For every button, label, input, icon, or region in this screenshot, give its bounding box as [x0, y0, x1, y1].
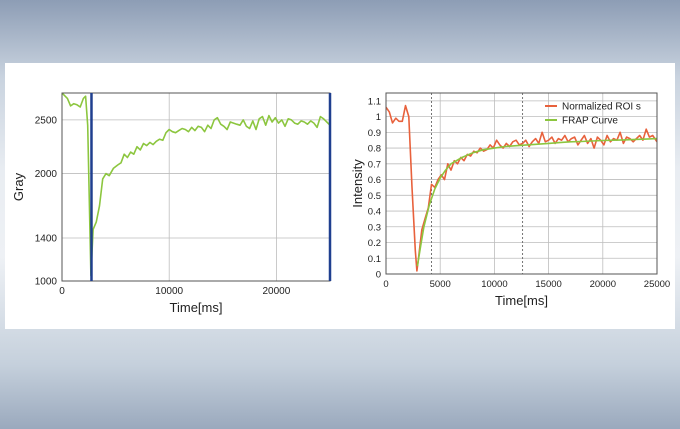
y-tick-label: 1400 — [35, 234, 58, 245]
y-axis-label: Intensity — [350, 159, 365, 208]
figure-panel: 0 10000 20000 1000 1400 2000 2500 Time[ms] Gray … — [5, 63, 675, 329]
x-tick-label: 0 — [59, 286, 65, 297]
x-tick-label: 15000 — [535, 279, 561, 290]
y-axis-label: Gray — [11, 172, 26, 201]
legend-entry: FRAP Curve — [562, 116, 618, 127]
y-tick-label: 1 — [376, 112, 381, 123]
y-tick-label: 0.3 — [368, 222, 381, 233]
y-tick-label: 0.9 — [368, 128, 381, 139]
y-tick-label: 2000 — [35, 169, 58, 180]
gray-recovery-chart: 0 10000 20000 1000 1400 2000 2500 Time[ms] Gray — [11, 92, 332, 315]
y-tick-label: 0.7 — [368, 159, 381, 170]
series-line-1 — [416, 137, 657, 267]
plot-area — [386, 93, 657, 274]
x-axis-label: Time[ms] — [170, 300, 223, 315]
legend-entry: Normalized ROI s — [562, 102, 641, 113]
x-tick-label: 5000 — [430, 279, 451, 290]
x-tick-label: 25000 — [644, 279, 670, 290]
series-line-0 — [62, 93, 330, 277]
y-tick-label: 0.5 — [368, 191, 381, 202]
y-tick-label: 0.6 — [368, 175, 381, 186]
y-tick-label: 0.1 — [368, 254, 381, 265]
y-tick-label: 2500 — [35, 115, 58, 126]
x-tick-label: 20000 — [262, 286, 290, 297]
y-tick-label: 1.1 — [368, 96, 381, 107]
x-axis-label: Time[ms] — [495, 293, 548, 308]
frap-intensity-chart: 0 5000 10000 15000 20000 25000 0 0.1 0.2 0.3 0.4 0.… — [350, 92, 670, 308]
y-tick-label: 0 — [376, 270, 381, 281]
y-tick-label: 0.4 — [368, 207, 381, 218]
y-tick-label: 0.8 — [368, 144, 381, 155]
y-tick-label: 0.2 — [368, 238, 381, 249]
plot-frame — [385, 92, 658, 275]
x-tick-label: 10000 — [155, 286, 183, 297]
y-tick-label: 1000 — [35, 277, 58, 288]
x-tick-label: 10000 — [481, 279, 507, 290]
x-tick-label: 20000 — [590, 279, 616, 290]
x-tick-label: 0 — [383, 279, 388, 290]
